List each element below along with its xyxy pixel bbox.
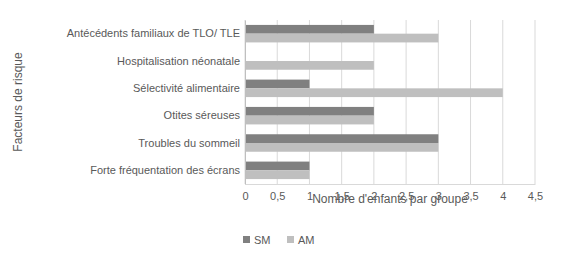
bars [245, 25, 503, 179]
bar [245, 80, 309, 89]
y-axis-line [245, 21, 246, 185]
y-tick-label: Forte fréquentation des écrans [90, 164, 240, 176]
y-tick: Sélectivité alimentaire [133, 82, 245, 94]
y-axis-title: Facteurs de risque [11, 52, 25, 152]
grid [245, 20, 535, 184]
grid-line [438, 20, 439, 184]
y-tick-label: Hospitalisation néonatale [117, 55, 240, 67]
bar [245, 34, 438, 43]
x-tick: 0 [242, 184, 248, 202]
legend-item: SM [243, 234, 271, 246]
bar [245, 143, 438, 152]
grid-line [277, 20, 278, 184]
x-tick-label: 0,5 [270, 190, 285, 202]
bar [245, 162, 309, 171]
bar [245, 61, 374, 70]
x-tick: 4 [500, 184, 506, 202]
legend-swatch [287, 236, 294, 243]
grid-line [535, 20, 536, 184]
legend-label: AM [298, 234, 315, 246]
y-tick: Forte fréquentation des écrans [90, 164, 245, 176]
y-tick: Troubles du sommeil [138, 137, 245, 149]
y-tick-label: Sélectivité alimentaire [133, 82, 240, 94]
grid-line [470, 20, 471, 184]
bar [245, 107, 374, 116]
bar [245, 116, 374, 125]
bar [245, 170, 309, 179]
chart: 00,511,522,533,544,5Antécédents familiau… [0, 0, 574, 262]
grid-line [309, 20, 310, 184]
y-tick: Otites séreuses [164, 109, 245, 121]
x-tick: 4,5 [528, 184, 543, 202]
bar [245, 88, 503, 97]
x-tick: 0,5 [270, 184, 285, 202]
grid-line [502, 20, 503, 184]
grid-line [245, 20, 246, 184]
y-axis: Antécédents familiaux de TLO/ TLE Hospita… [67, 21, 246, 185]
y-tick-label: Antécédents familiaux de TLO/ TLE [67, 27, 240, 39]
x-tick-label: 4 [500, 190, 506, 202]
legend-item: AM [287, 234, 315, 246]
legend-swatch [243, 236, 250, 243]
series [245, 34, 503, 179]
y-tick: Hospitalisation néonatale [117, 55, 245, 67]
x-tick-label: 4,5 [528, 190, 543, 202]
x-axis-title: Nombre d'enfants par groupe [312, 192, 468, 206]
y-tick-label: Troubles du sommeil [138, 137, 240, 149]
grid-line [373, 20, 374, 184]
bar [245, 25, 374, 34]
grid-line [341, 20, 342, 184]
y-tick: Antécédents familiaux de TLO/ TLE [67, 27, 245, 39]
legend: SM AM [243, 234, 315, 246]
series [245, 25, 438, 170]
y-tick-label: Otites séreuses [164, 109, 241, 121]
bar [245, 134, 438, 143]
x-axis-line [246, 184, 536, 185]
grid-line [406, 20, 407, 184]
legend-label: SM [254, 234, 271, 246]
x-tick-label: 0 [242, 190, 248, 202]
